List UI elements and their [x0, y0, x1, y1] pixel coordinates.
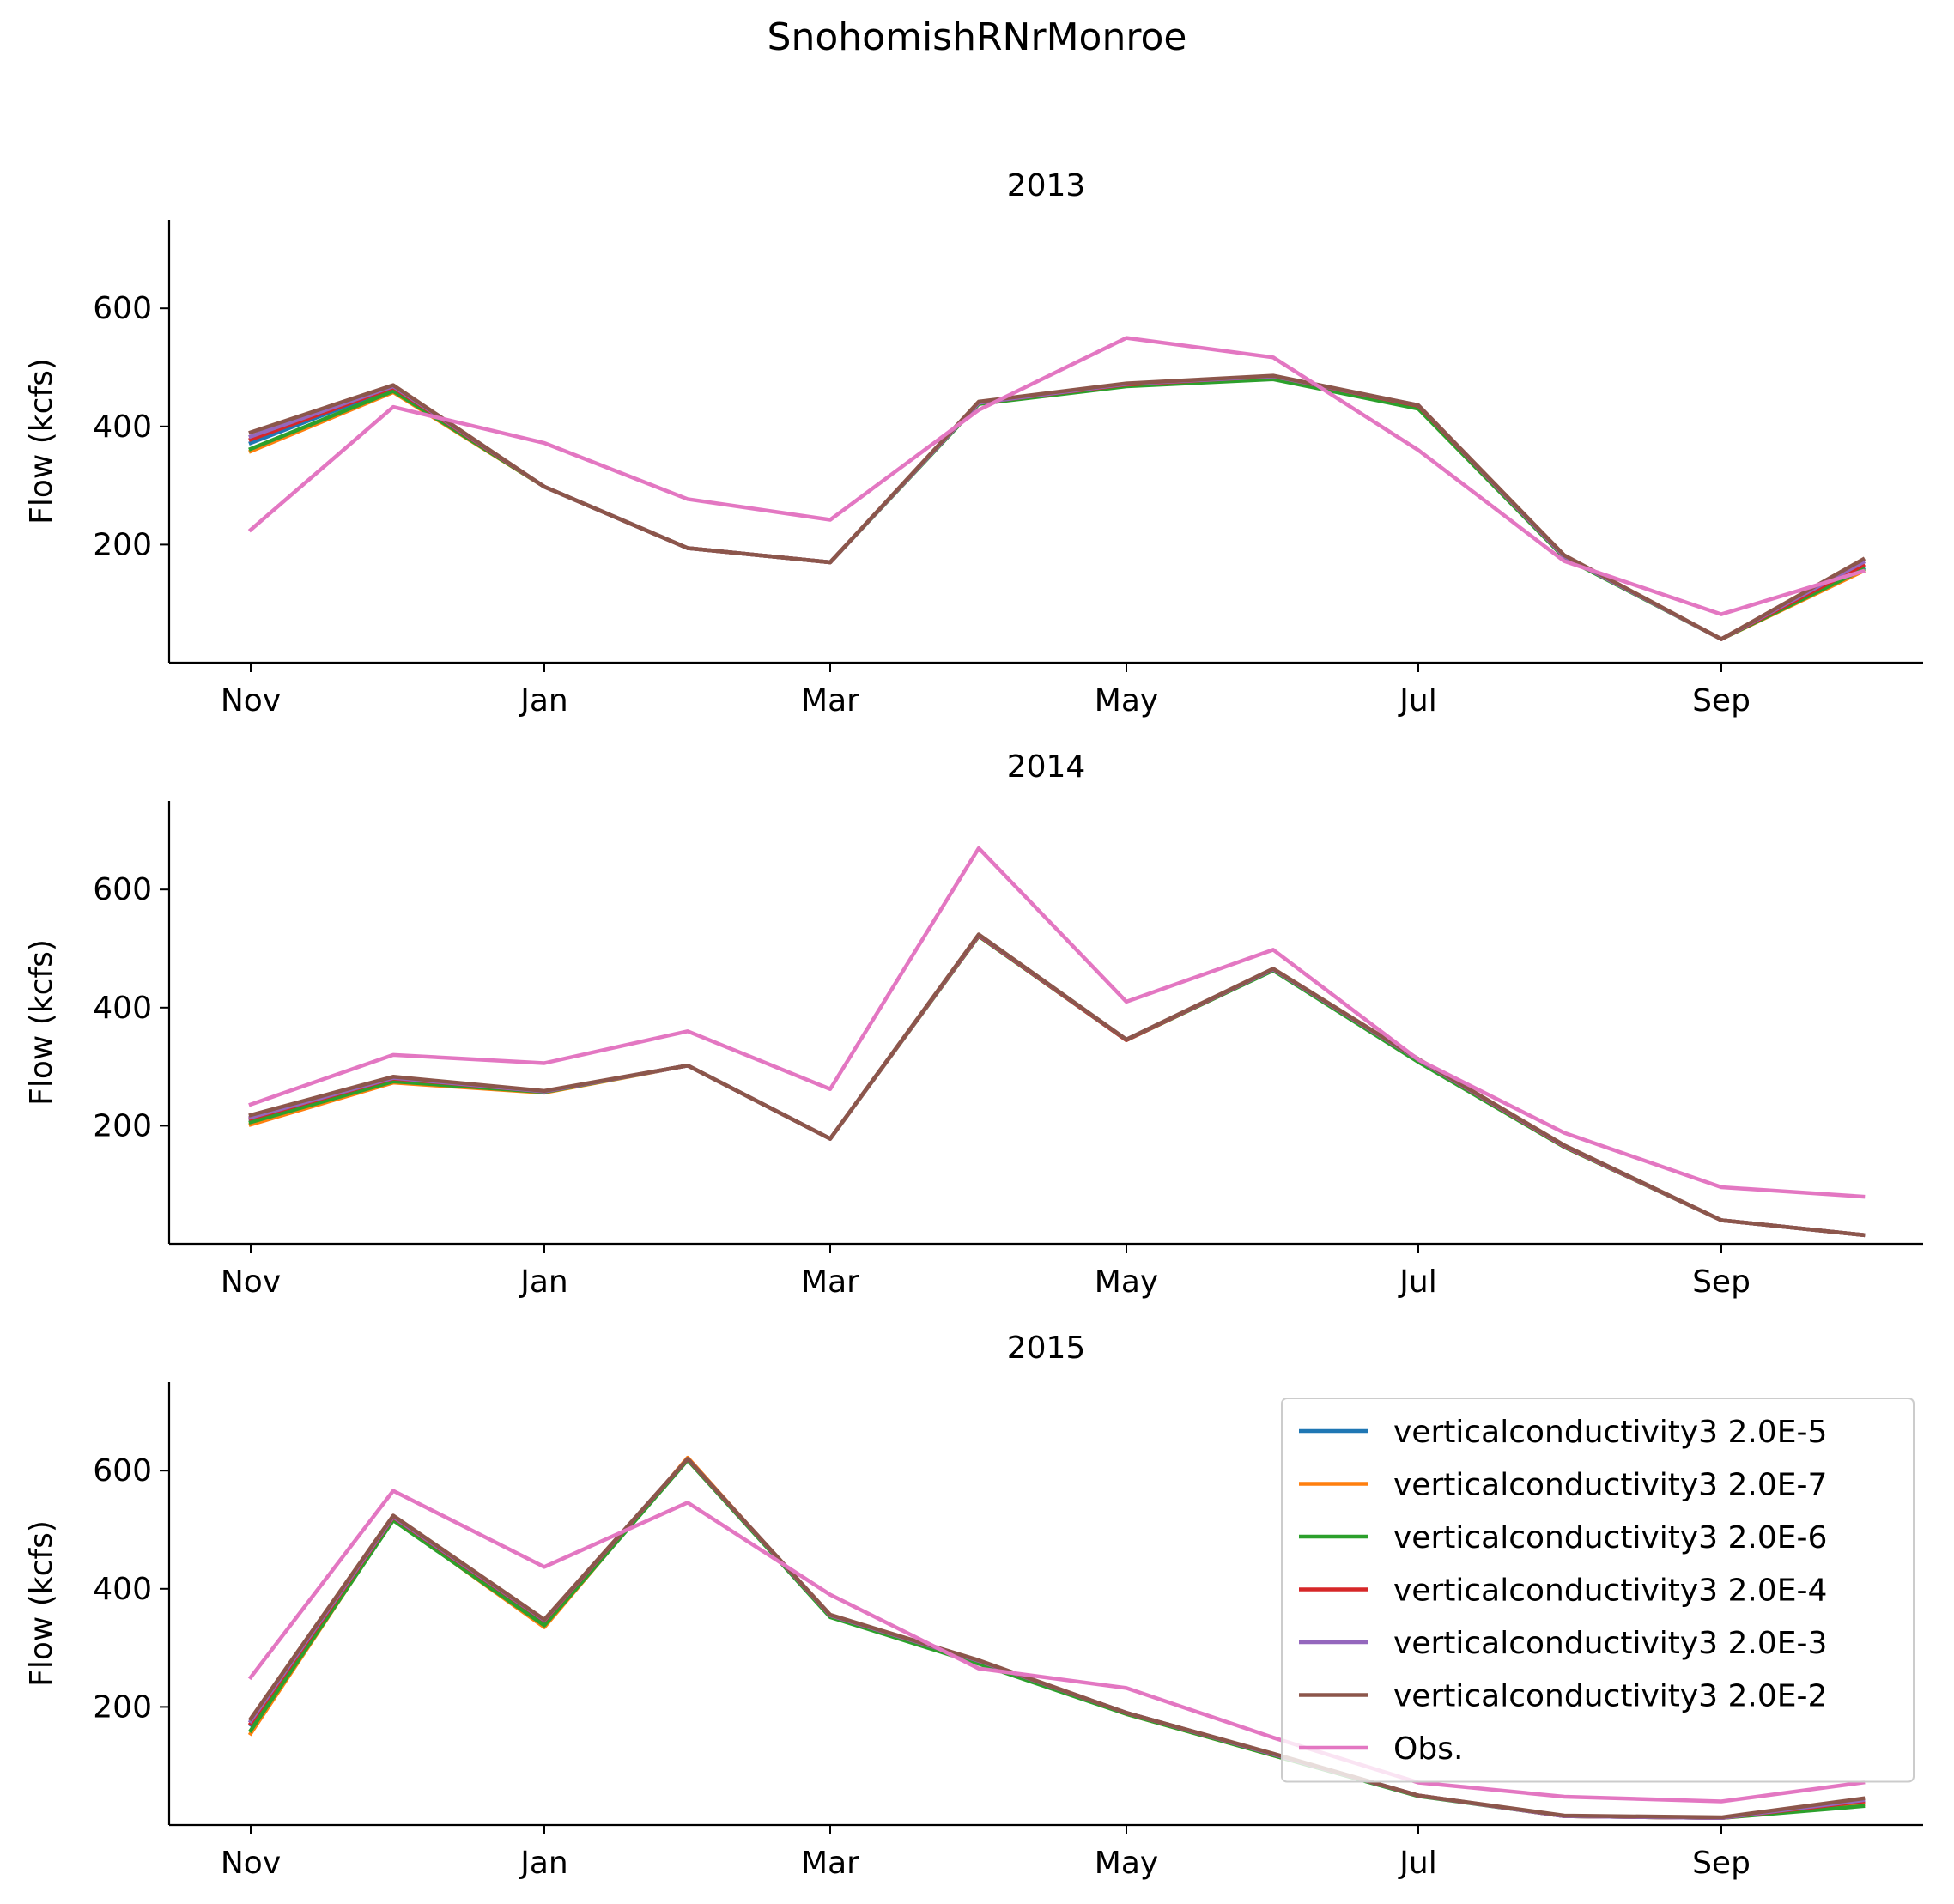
figure-title: SnohomishRNrMonroe — [767, 15, 1187, 59]
series-line-verticalconductivity3-2-0e-4 — [248, 374, 1866, 641]
x-tick-label: Nov — [221, 683, 281, 719]
series-line-verticalconductivity3-2-0e-5 — [248, 374, 1866, 641]
y-tick-label: 200 — [93, 1108, 152, 1143]
series-line-verticalconductivity3-2-0e-2 — [248, 932, 1866, 1238]
panel-2014: 2014 Flow (kcfs) 200 400 600 Nov Jan Mar May Jul S… — [24, 749, 1923, 1300]
panel-title: 2015 — [1007, 1331, 1086, 1366]
x-tick-label: May — [1095, 683, 1158, 719]
y-tick-label: 400 — [93, 991, 152, 1026]
series-line-verticalconductivity3-2-0e-2 — [247, 1457, 1866, 1820]
y-tick-label: 600 — [93, 291, 152, 326]
x-tick-label: Mar — [801, 683, 859, 719]
panel-2013: 2013 Flow (kcfs) 200 400 600 Nov Jan Mar May Jul S… — [24, 168, 1923, 719]
y-tick-label: 200 — [93, 527, 152, 562]
series-line-verticalconductivity3-2-0e-7 — [248, 375, 1866, 641]
x-tick-label: Jul — [1398, 1846, 1436, 1881]
x-tick-label: Sep — [1692, 683, 1751, 719]
legend-label: Obs. — [1393, 1731, 1463, 1767]
x-tick-label: Jan — [519, 683, 568, 719]
y-axis-label: Flow (kcfs) — [24, 358, 59, 525]
x-tick-label: Jul — [1398, 1264, 1436, 1300]
x-tick-label: Nov — [221, 1264, 281, 1300]
panel-title: 2014 — [1007, 749, 1086, 785]
series-line-obs- — [247, 336, 1866, 616]
y-tick-label: 400 — [93, 1572, 152, 1607]
legend: verticalconductivity3 2.0E-5 verticalcond… — [1281, 1398, 1915, 1783]
panel-title: 2013 — [1007, 168, 1086, 203]
y-axis-label: Flow (kcfs) — [24, 939, 59, 1106]
legend-frame — [1281, 1398, 1915, 1783]
series-line-verticalconductivity3-2-0e-3 — [248, 374, 1866, 641]
series-line-obs- — [247, 1489, 1866, 1804]
x-tick-label: May — [1095, 1264, 1158, 1300]
x-tick-label: Jan — [519, 1846, 568, 1881]
legend-label: verticalconductivity3 2.0E-3 — [1393, 1626, 1827, 1661]
y-tick-label: 400 — [93, 409, 152, 445]
series-line-verticalconductivity3-2-0e-6 — [248, 377, 1866, 641]
y-tick-label: 200 — [93, 1689, 152, 1725]
legend-label: verticalconductivity3 2.0E-2 — [1393, 1679, 1827, 1714]
x-tick-label: Jan — [519, 1264, 568, 1300]
x-tick-label: Mar — [801, 1264, 859, 1300]
legend-label: verticalconductivity3 2.0E-4 — [1393, 1574, 1827, 1609]
series-line-obs- — [248, 846, 1866, 1199]
legend-label: verticalconductivity3 2.0E-7 — [1393, 1468, 1827, 1503]
x-tick-label: Sep — [1692, 1264, 1751, 1300]
y-tick-label: 600 — [93, 872, 152, 907]
x-tick-label: Sep — [1692, 1846, 1751, 1881]
legend-label: verticalconductivity3 2.0E-5 — [1393, 1415, 1827, 1450]
y-tick-label: 600 — [93, 1453, 152, 1489]
x-tick-label: May — [1095, 1846, 1158, 1881]
legend-label: verticalconductivity3 2.0E-6 — [1393, 1520, 1827, 1555]
x-tick-label: Mar — [801, 1846, 859, 1881]
x-tick-label: Jul — [1398, 683, 1436, 719]
x-tick-label: Nov — [221, 1846, 281, 1881]
y-axis-label: Flow (kcfs) — [24, 1520, 59, 1687]
series-line-verticalconductivity3-2-0e-2 — [248, 373, 1866, 641]
panel-2015: 2015 Flow (kcfs) 200 400 600 Nov Jan Mar May Jul S… — [24, 1331, 1923, 1881]
